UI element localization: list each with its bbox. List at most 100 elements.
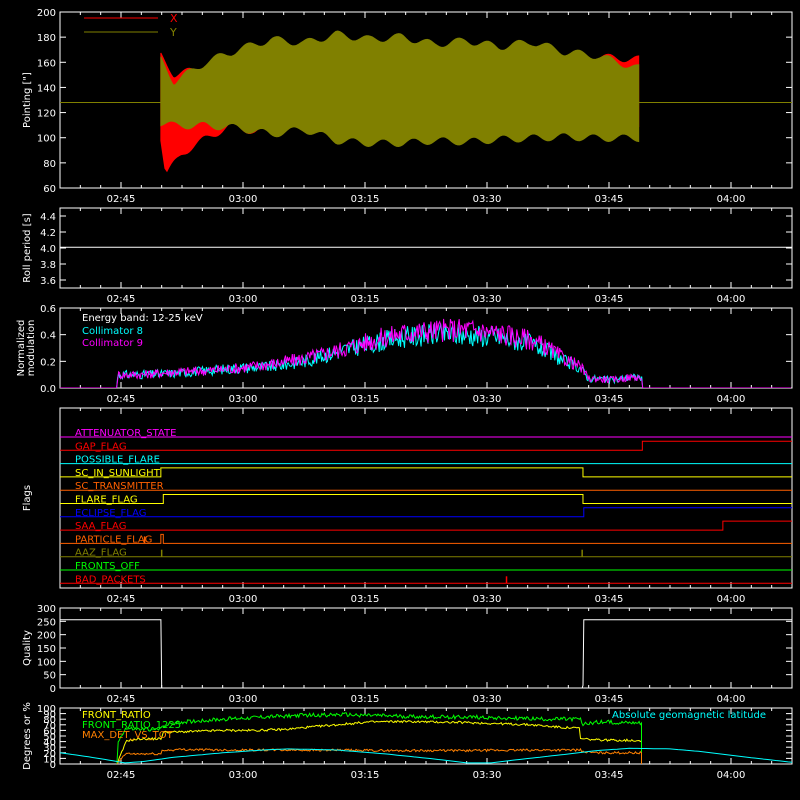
y-tick-label: 100 <box>37 134 56 145</box>
flag-label: SC_TRANSMITTER <box>75 481 164 492</box>
panel-ratios: 02:45 03:00 03:15 03:30 03:45 04:00 0102030405… <box>22 702 793 781</box>
series-line-front-ratio <box>116 720 642 764</box>
legend-label: X <box>170 12 178 25</box>
x-tick-label: 02:45 <box>107 694 136 705</box>
plot-area <box>60 712 792 764</box>
flag-line-flare-flag <box>60 494 792 504</box>
y-tick-label: 80 <box>43 159 56 170</box>
y-tick-label: 3.8 <box>40 260 56 271</box>
panel-quality: 02:45 03:00 03:15 03:30 03:45 04:00 0 50 100 150 2… <box>22 604 793 705</box>
y-tick-label: 0 <box>50 760 56 771</box>
series-band-y <box>160 30 640 147</box>
x-tick-label: 04:00 <box>717 194 746 205</box>
y-axis-label: Normalized <box>16 320 27 377</box>
plot-area <box>60 436 792 584</box>
legend-label: Collimator 9 <box>82 338 143 349</box>
x-tick-label: 02:45 <box>107 594 136 605</box>
y-axis-label: Pointing ["] <box>22 72 33 128</box>
series-line-collimator-9 <box>60 318 791 388</box>
flag-label: BAD_PACKETS <box>75 574 146 585</box>
flag-line-saa-flag <box>60 520 792 531</box>
x-tick-label: 03:30 <box>473 694 502 705</box>
y-axis-label: Roll period [s] <box>22 213 33 282</box>
y-axis-label: Quality <box>22 630 33 666</box>
y-tick-label: 4.0 <box>40 244 56 255</box>
x-tick-label: 03:00 <box>229 770 258 781</box>
flag-label: FLARE_FLAG <box>75 495 138 506</box>
flag-label: PARTICLE_FLAG <box>75 534 152 545</box>
y-tick-label: 0.6 <box>40 304 56 315</box>
x-tick-label: 03:15 <box>351 694 380 705</box>
x-tick-label: 04:00 <box>717 770 746 781</box>
y-tick-label: 250 <box>37 617 56 628</box>
legend-label: MAX_DET_VS_TOT <box>82 730 174 741</box>
y-tick-label: 80 <box>43 715 56 726</box>
x-tick-label: 04:00 <box>717 694 746 705</box>
x-tick-label: 03:00 <box>229 394 258 405</box>
y-tick-label: 180 <box>37 33 56 44</box>
y-tick-label: 50 <box>43 732 56 743</box>
y-tick-label: 0.2 <box>40 357 56 368</box>
legend-label: Absolute geomagnetic latitude <box>612 710 766 721</box>
y-tick-label: 40 <box>43 738 56 749</box>
y-axis-label: modulation <box>26 320 37 377</box>
quality-line <box>60 619 792 688</box>
flag-line-sc-in-sunlight <box>60 467 792 478</box>
y-tick-label: 50 <box>43 671 56 682</box>
x-tick-label: 04:00 <box>717 294 746 305</box>
flag-label: ECLIPSE_FLAG <box>75 508 146 519</box>
y-tick-label: 4.4 <box>40 212 56 223</box>
x-tick-label: 03:45 <box>595 194 624 205</box>
flag-label: SAA_FLAG <box>75 521 126 532</box>
x-tick-label: 03:00 <box>229 594 258 605</box>
flag-label: FRONTS_OFF <box>75 561 140 572</box>
flag-label: GAP_FLAG <box>75 441 127 452</box>
x-tick-label: 03:45 <box>595 770 624 781</box>
x-tick-label: 03:30 <box>473 194 502 205</box>
x-tick-label: 04:00 <box>717 394 746 405</box>
series-line-front-ratio-1225 <box>116 712 642 764</box>
x-tick-label: 03:15 <box>351 394 380 405</box>
flag-label: ATTENUATOR_STATE <box>75 428 176 439</box>
y-tick-label: 100 <box>37 657 56 668</box>
x-tick-label: 03:30 <box>473 394 502 405</box>
x-tick-label: 03:00 <box>229 694 258 705</box>
y-tick-label: 3.6 <box>40 276 56 287</box>
y-tick-label: 30 <box>43 743 56 754</box>
x-tick-label: 03:15 <box>351 194 380 205</box>
x-tick-label: 03:45 <box>595 294 624 305</box>
y-tick-label: 0 <box>50 684 56 695</box>
x-tick-label: 02:45 <box>107 394 136 405</box>
y-tick-label: 20 <box>43 749 56 760</box>
y-tick-label: 60 <box>43 184 56 195</box>
y-tick-label: 0.0 <box>40 384 56 395</box>
series-line-absolute-geomagnetic-latitude <box>60 747 792 764</box>
x-tick-label: 03:30 <box>473 770 502 781</box>
flag-line-eclipse-flag <box>60 507 792 518</box>
legend-label: Collimator 8 <box>82 326 143 337</box>
legend-label: FRONT_RATIO <box>82 710 151 721</box>
x-tick-label: 03:30 <box>473 594 502 605</box>
x-tick-label: 03:45 <box>595 694 624 705</box>
y-tick-label: 70 <box>43 721 56 732</box>
panel-flags: 02:45 03:00 03:15 03:30 03:45 04:00 Flags ATTEN… <box>22 407 793 605</box>
panel-modulation: 02:45 03:00 03:15 03:30 03:45 04:00 0.0 0.2 0.4 0… <box>16 304 793 405</box>
x-tick-label: 03:15 <box>351 770 380 781</box>
x-tick-label: 02:45 <box>107 194 136 205</box>
y-axis-label: Flags <box>22 485 33 511</box>
y-tick-label: 4.2 <box>40 228 56 239</box>
flag-label: SC_IN_SUNLIGHT <box>75 468 161 479</box>
x-tick-label: 03:45 <box>595 594 624 605</box>
x-tick-label: 03:15 <box>351 294 380 305</box>
y-tick-label: 300 <box>37 604 56 615</box>
y-tick-label: 100 <box>37 704 56 715</box>
energy-band-annotation: Energy band: 12-25 keV <box>82 313 203 324</box>
x-tick-label: 02:45 <box>107 294 136 305</box>
y-tick-label: 90 <box>43 710 56 721</box>
flag-label: POSSIBLE_FLARE <box>75 455 160 466</box>
x-tick-label: 03:00 <box>229 294 258 305</box>
flag-label: AAZ_FLAG <box>75 548 127 559</box>
x-tick-label: 03:45 <box>595 394 624 405</box>
plot-area <box>60 30 792 173</box>
